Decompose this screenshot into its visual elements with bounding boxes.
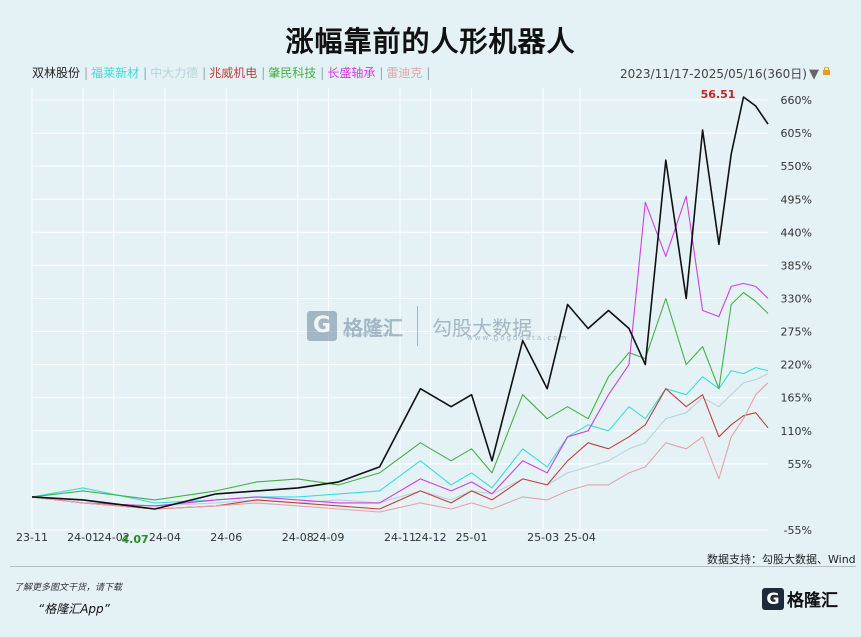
watermark-brand-url: www.gelonghui.com	[343, 332, 394, 338]
legend-separator: |	[261, 66, 266, 80]
date-range-label: 2023/11/17-2025/05/16(360日)	[620, 67, 807, 81]
legend-item[interactable]: 长盛轴承	[327, 66, 376, 80]
series-line	[31, 388, 769, 510]
lock-icon[interactable]	[822, 67, 831, 75]
watermark-data-brand: 勾股大数据	[432, 315, 532, 340]
x-tick-label: 24-04	[149, 531, 181, 544]
series-line	[31, 291, 769, 501]
series-line	[31, 382, 769, 513]
watermark-data-url: www.gogudata.com	[467, 334, 569, 342]
legend-separator: |	[320, 66, 325, 80]
gelonghui-logo-icon: G	[762, 587, 784, 610]
y-tick-label: -55%	[784, 524, 812, 537]
promo-text: 了解更多图文干货，请下载	[14, 583, 123, 593]
y-tick-label: 165%	[781, 392, 812, 405]
footer-logo-text: 格隆汇	[787, 591, 838, 611]
data-label: 4.07	[122, 533, 149, 545]
date-range-selector[interactable]: 2023/11/17-2025/05/16(360日) ▼	[620, 65, 819, 82]
series-line	[31, 195, 769, 507]
data-label: 56.51	[701, 88, 736, 101]
series-line	[31, 96, 769, 510]
x-tick-label: 25-03	[527, 531, 559, 544]
legend-item[interactable]: 肇民科技	[268, 66, 317, 80]
y-tick-label: 220%	[781, 359, 812, 372]
x-tick-label: 24-12	[415, 531, 447, 544]
y-tick-label: 550%	[781, 160, 812, 173]
y-tick-label: 605%	[781, 127, 812, 140]
data-source: 数据支持：勾股大数据、Wind	[707, 553, 856, 566]
legend: 双林股份 | 福莱新材 | 中大力德 | 兆威机电 | 肇民科技 | 长盛轴承 | 雷迪克 |	[32, 64, 433, 81]
legend-item[interactable]: 雷迪克	[386, 66, 423, 80]
y-tick-label: 275%	[781, 326, 812, 339]
dropdown-arrow-icon[interactable]: ▼	[808, 67, 819, 82]
x-tick-label: 24-06	[210, 531, 242, 544]
legend-separator: |	[84, 66, 89, 80]
watermark-divider	[417, 306, 418, 346]
series-line	[31, 367, 769, 504]
x-tick-label: 23-11	[16, 531, 48, 544]
x-tick-label: 24-02	[98, 531, 130, 544]
legend-item[interactable]: 双林股份	[32, 66, 81, 80]
legend-item[interactable]: 兆威机电	[209, 66, 258, 80]
watermark: G 格隆汇 www.gelonghui.com 勾股大数据 www.goguda…	[307, 306, 566, 346]
legend-separator: |	[379, 66, 384, 80]
y-tick-label: 55%	[788, 458, 812, 471]
gelonghui-logo-icon: G	[307, 311, 337, 341]
legend-separator: |	[426, 66, 431, 80]
legend-separator: |	[202, 66, 207, 80]
x-tick-label: 25-01	[456, 531, 488, 544]
y-tick-label: 330%	[781, 292, 812, 305]
y-tick-label: 495%	[781, 193, 812, 206]
footer-logo: G 格隆汇	[762, 586, 838, 611]
legend-item[interactable]: 福莱新材	[91, 66, 140, 80]
app-name: “格隆汇App”	[38, 602, 110, 616]
x-tick-label: 24-09	[312, 531, 344, 544]
footer-divider	[10, 566, 856, 567]
y-tick-label: 385%	[781, 259, 812, 272]
legend-item[interactable]: 中大力德	[150, 66, 199, 80]
x-tick-label: 24-08	[282, 531, 314, 544]
line-chart: 660% 605% 550% 495% 440% 385% 330% 275% 220% 165%…	[16, 88, 812, 545]
chart-title: 涨幅靠前的人形机器人	[285, 25, 576, 58]
x-tick-label: 25-04	[564, 531, 596, 544]
y-tick-label: 660%	[781, 94, 812, 107]
y-tick-label: 110%	[781, 425, 812, 438]
legend-separator: |	[143, 66, 148, 80]
x-tick-label: 24-01	[67, 531, 99, 544]
watermark-brand: 格隆汇	[343, 315, 403, 340]
x-tick-label: 24-11	[384, 531, 416, 544]
y-tick-label: 440%	[781, 226, 812, 239]
